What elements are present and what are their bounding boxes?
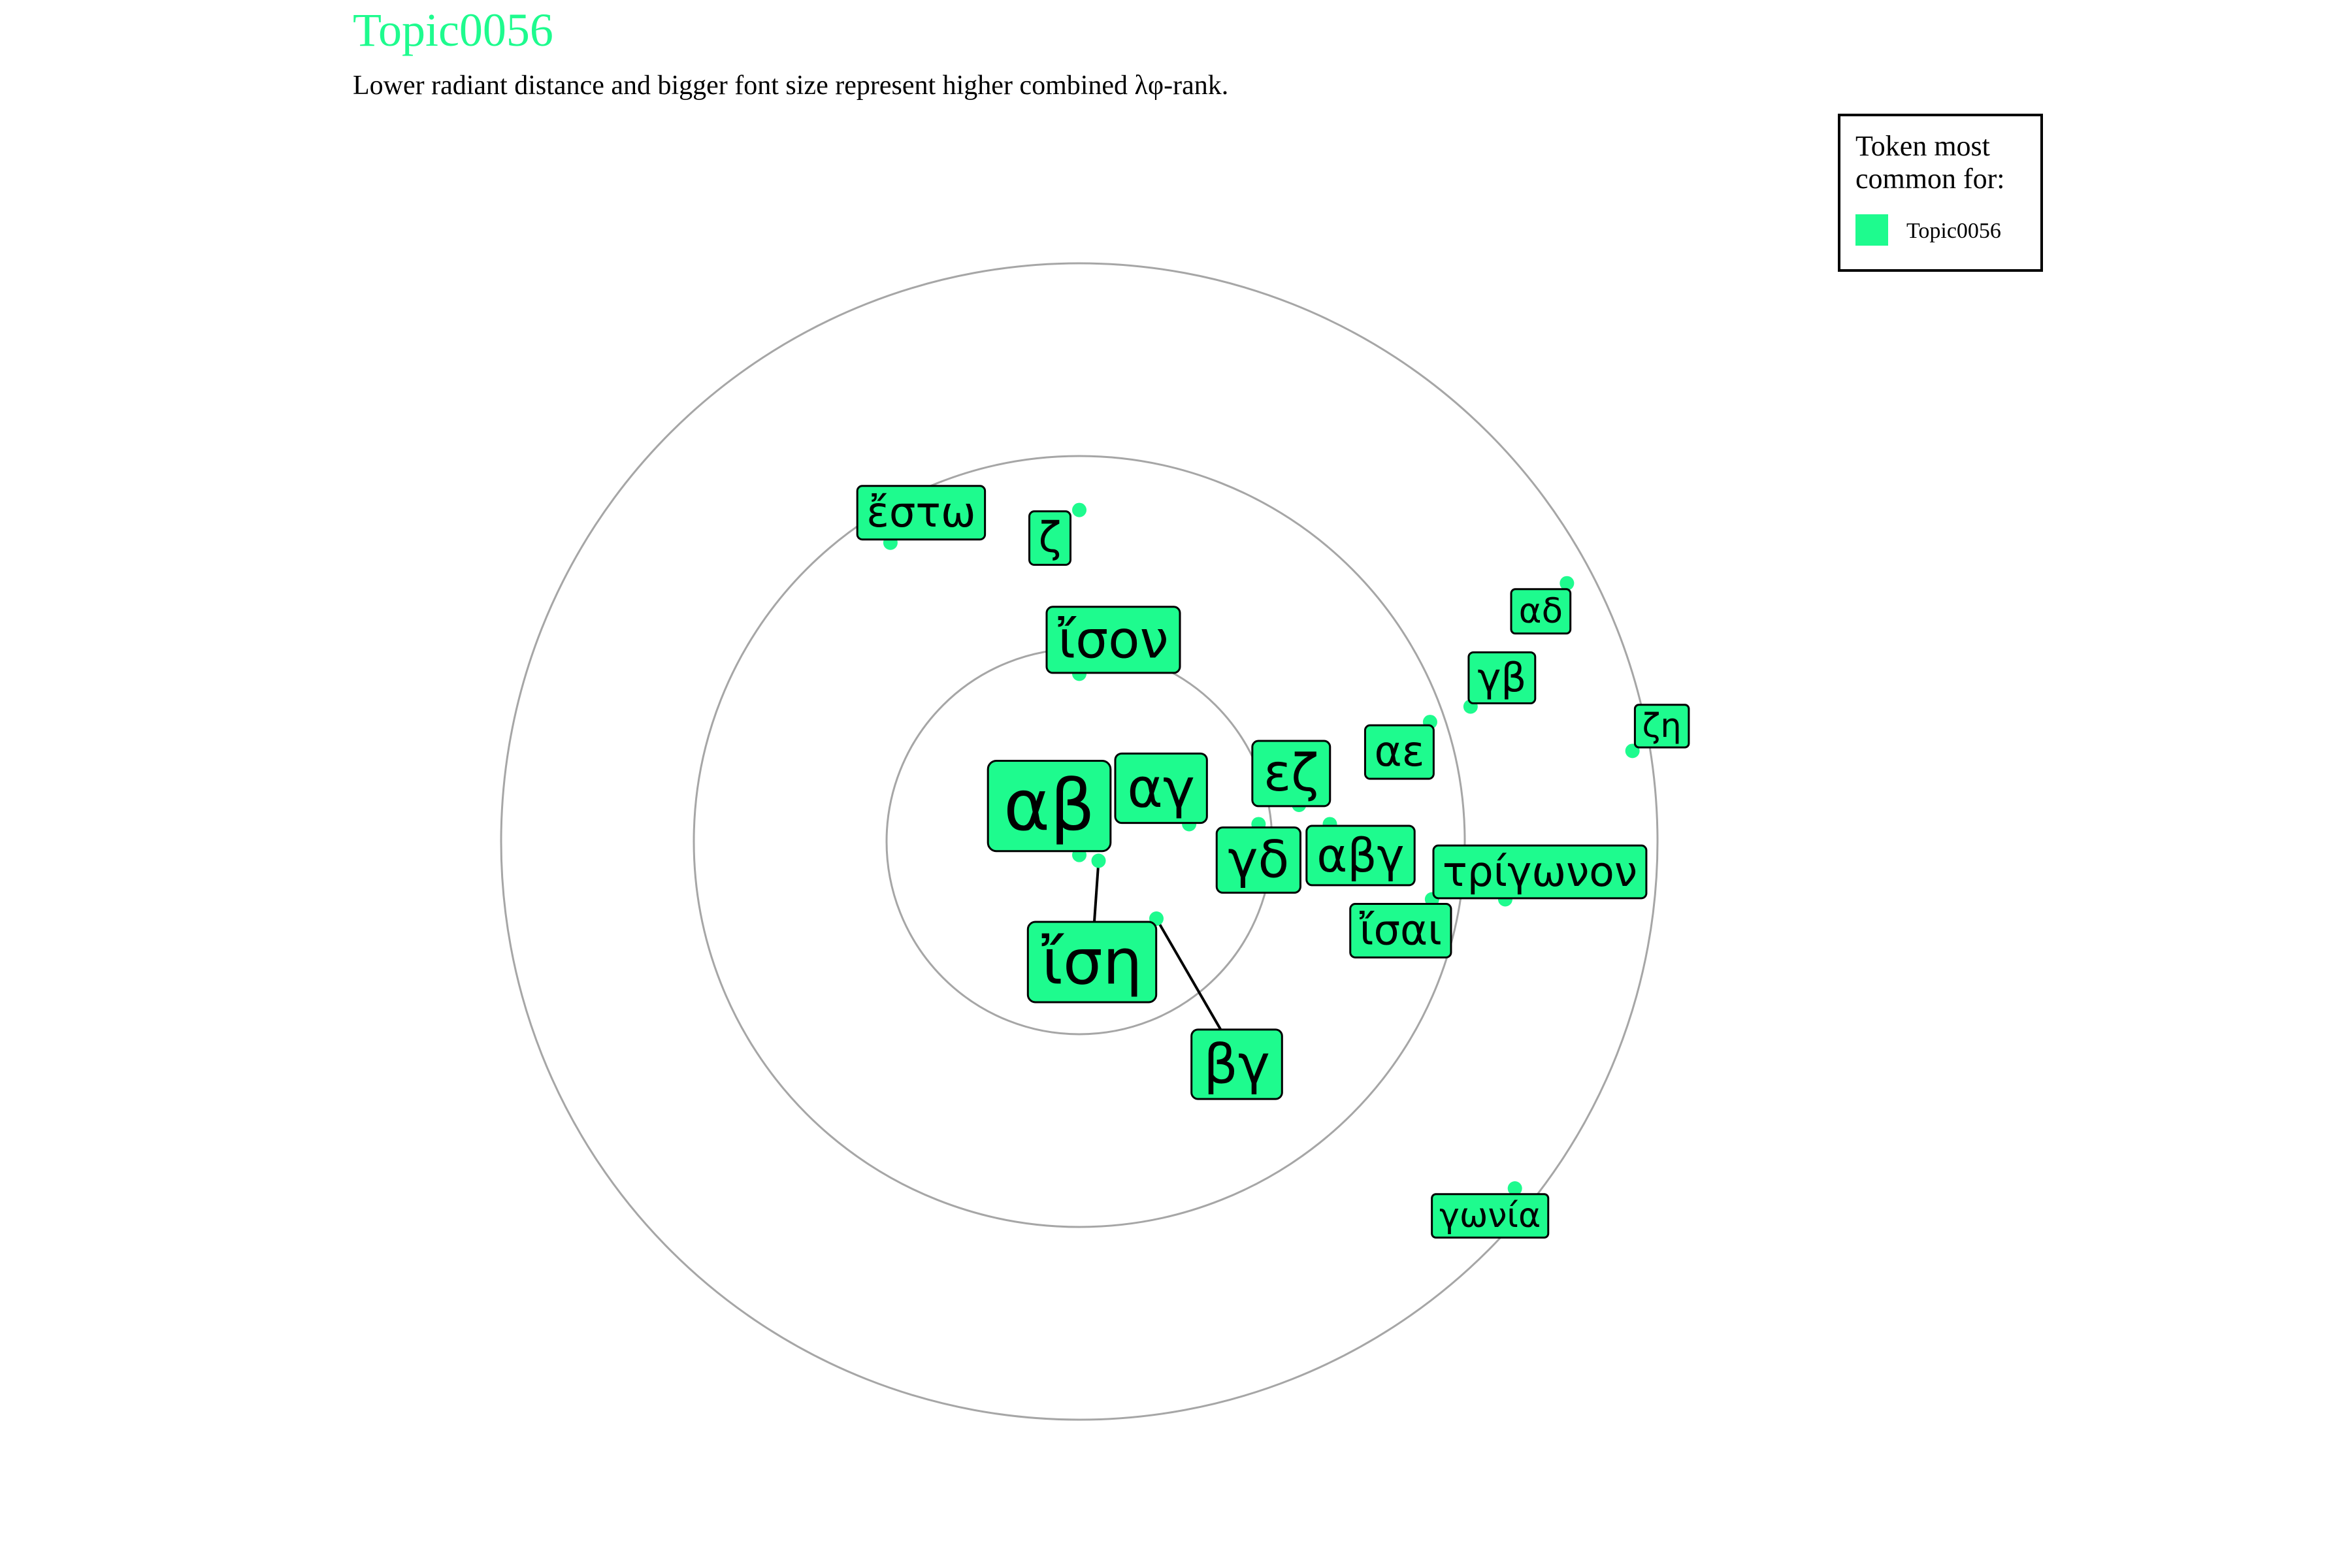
point-label-text: γδ xyxy=(1228,830,1289,889)
point-label-text: αδ xyxy=(1519,591,1563,631)
point-label-box xyxy=(1432,844,1648,900)
ring-3 xyxy=(500,262,1659,1421)
point-label-box xyxy=(987,760,1112,853)
point-label-box xyxy=(1045,606,1181,674)
point-label: ἴσον xyxy=(1045,606,1181,674)
data-point xyxy=(1091,853,1106,868)
point-label-box xyxy=(856,485,987,541)
point-label: αγ xyxy=(1114,752,1208,825)
point-label-text: ἔστω xyxy=(866,489,975,537)
point-label-box xyxy=(1633,704,1690,749)
point-label: βγ xyxy=(1190,1028,1283,1100)
point-label-text: εζ xyxy=(1264,744,1319,803)
point-label: γβ xyxy=(1467,651,1537,705)
point-label: ζ xyxy=(1028,510,1071,566)
point-label-text: ζη xyxy=(1642,707,1682,745)
chart-subtitle: Lower radiant distance and bigger font s… xyxy=(353,71,1228,101)
point-label-box xyxy=(1364,724,1435,780)
data-point xyxy=(1072,502,1086,517)
data-point xyxy=(1507,1181,1522,1196)
point-label-box xyxy=(1251,740,1331,808)
point-label-box xyxy=(1190,1028,1283,1100)
point-label-text: ἴσον xyxy=(1058,610,1168,670)
point-label-text: ἴση xyxy=(1041,926,1142,999)
point-label-text: γβ xyxy=(1477,655,1526,701)
point-labels: αβ ἴση ἴσον αγ βγ γδ εζ αβγ ἴσαι αε γβ αδ ζη τρίγωνον… xyxy=(856,485,1690,1239)
point-label: εζ xyxy=(1251,740,1331,808)
point-label-text: ζ xyxy=(1039,514,1062,563)
point-label-text: βγ xyxy=(1203,1033,1270,1096)
point-label-text: ἴσαι xyxy=(1360,907,1442,955)
point-label-box xyxy=(1114,752,1208,825)
legend-title: Token most common for: xyxy=(1855,130,2005,195)
legend-swatch xyxy=(1855,214,1888,246)
point-label: αδ xyxy=(1510,588,1572,635)
legend-entry-label: Topic0056 xyxy=(1906,219,2001,243)
point-label: γδ xyxy=(1215,826,1301,894)
point-label-box xyxy=(1349,903,1452,958)
point-label: ἴσαι xyxy=(1349,903,1452,958)
point-label: ἔστω xyxy=(856,485,987,541)
point-label-box xyxy=(1431,1193,1550,1239)
data-point xyxy=(1560,576,1575,591)
point-label: γωνία xyxy=(1431,1193,1550,1239)
chart-title: Topic0056 xyxy=(353,4,553,56)
point-label-box xyxy=(1028,510,1071,566)
point-label-box xyxy=(1026,921,1158,1004)
point-label: αε xyxy=(1364,724,1435,780)
point-label: αβγ xyxy=(1305,825,1416,887)
legend: Token most common for: Topic0056 xyxy=(1838,114,2043,272)
point-label-text: αε xyxy=(1375,728,1425,776)
point-label: ἴση xyxy=(1026,921,1158,1004)
point-label-box xyxy=(1305,825,1416,887)
point-label-box xyxy=(1467,651,1537,705)
point-label-text: γωνία xyxy=(1439,1196,1541,1235)
point-label-text: τρίγωνον xyxy=(1443,848,1637,896)
point-label-text: αγ xyxy=(1127,757,1195,820)
point-label: τρίγωνον xyxy=(1432,844,1648,900)
point-label-box xyxy=(1215,826,1301,894)
point-label-box xyxy=(1510,588,1572,635)
point-label-text: αβγ xyxy=(1316,828,1404,883)
point-label: αβ xyxy=(987,760,1112,853)
point-label: ζη xyxy=(1633,704,1690,749)
point-label-text: αβ xyxy=(1004,765,1095,847)
ring-2 xyxy=(693,455,1466,1228)
